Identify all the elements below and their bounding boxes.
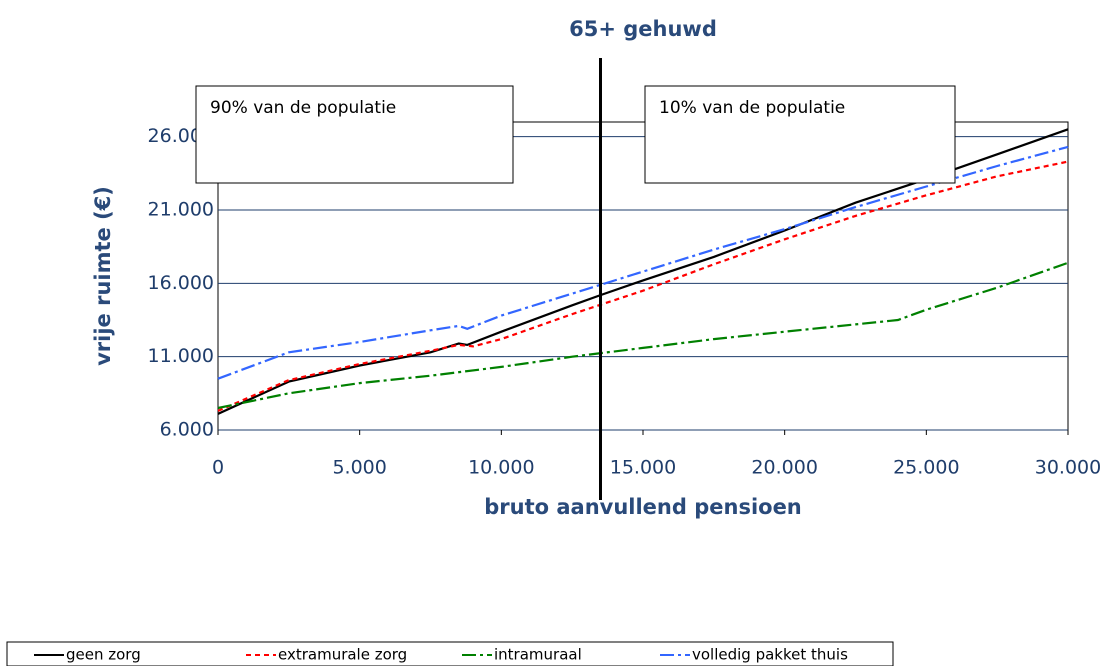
y-axis-label: vrije ruimte (€) [91, 186, 115, 366]
annotation-box [644, 85, 956, 184]
annotation-box [195, 85, 514, 184]
chart-title: 65+ gehuwd [569, 17, 717, 41]
x-tick-label: 15.000 [610, 457, 676, 479]
y-tick-label: 6.000 [160, 419, 214, 441]
y-tick-label: 11.000 [148, 345, 214, 367]
y-tick-label: 16.000 [148, 272, 214, 294]
annotation-text: 90% van de populatie [210, 98, 396, 118]
x-tick-label: 10.000 [468, 457, 534, 479]
x-tick-label: 5.000 [332, 457, 386, 479]
legend-label: geen zorg [66, 646, 141, 664]
series-line [217, 128, 1069, 415]
series-line [217, 160, 1069, 412]
annotation-text: 10% van de populatie [659, 98, 845, 118]
series-line [217, 261, 1069, 410]
legend-label: extramurale zorg [278, 646, 407, 664]
legend-label: intramuraal [494, 646, 582, 664]
x-tick-label: 25.000 [893, 457, 959, 479]
x-tick-label: 0 [212, 457, 224, 479]
x-tick-label: 20.000 [751, 457, 817, 479]
legend-label: volledig pakket thuis [692, 646, 848, 664]
x-axis-label: bruto aanvullend pensioen [484, 495, 802, 519]
series-line [217, 145, 1069, 380]
x-tick-label: 30.000 [1035, 457, 1101, 479]
legend-box [6, 641, 894, 667]
y-tick-label: 21.000 [148, 199, 214, 221]
